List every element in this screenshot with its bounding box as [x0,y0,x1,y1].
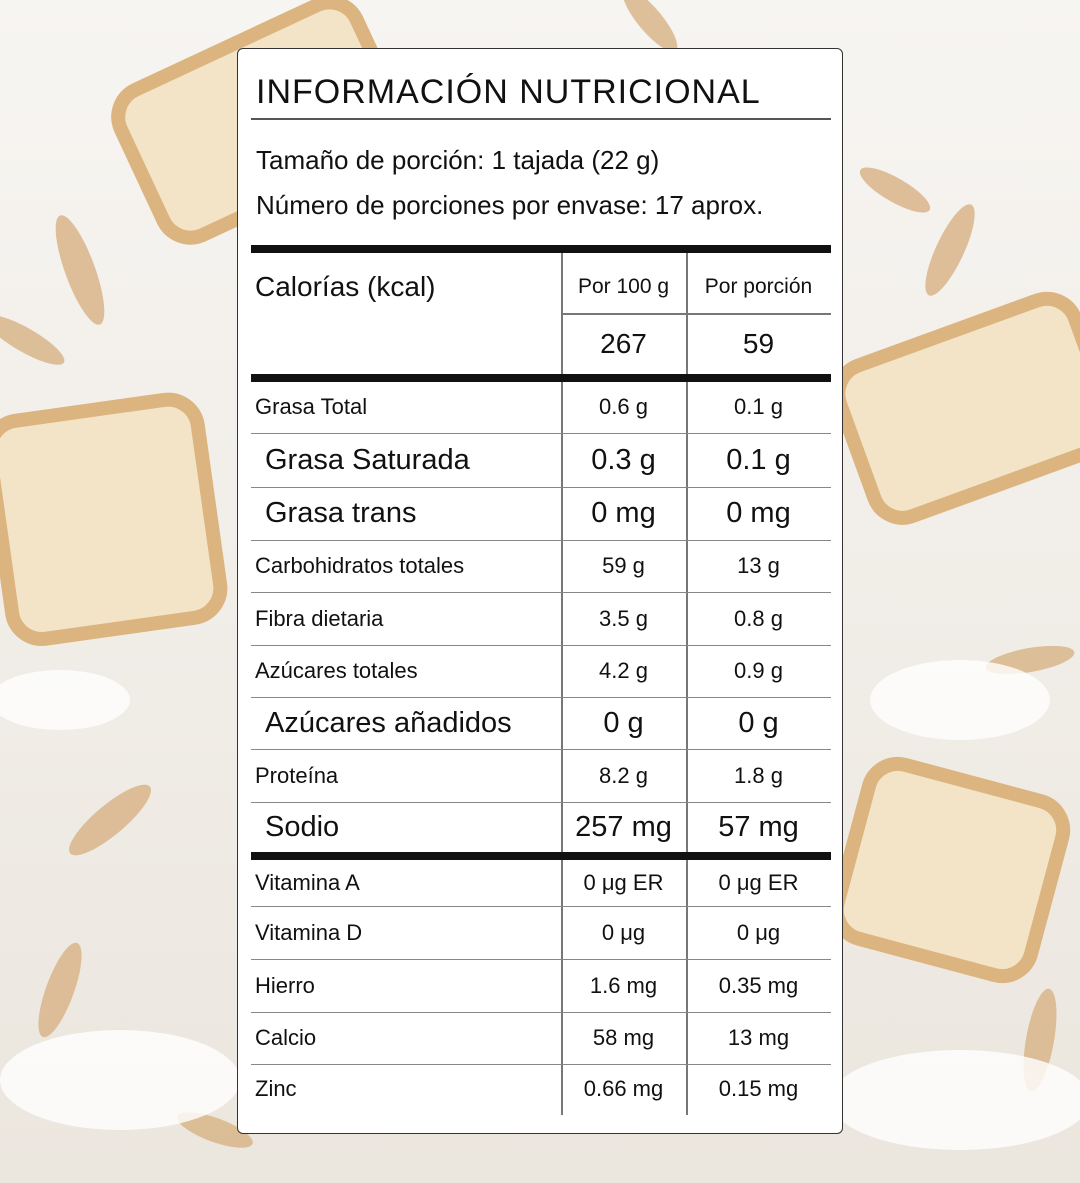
table-row: Calcio 58 mg 13 mg [251,1013,831,1065]
value-cell: 0 mg [726,497,791,530]
column-divider [686,253,688,1115]
column-header: Por porción [704,275,813,298]
nutrient-name: Vitamina A [255,869,360,895]
rule [251,118,831,120]
value-cell: 0.1 g [726,443,791,476]
nutrient-name: Azúcares totales [255,658,418,684]
nutrient-name: Grasa Saturada [265,443,470,476]
rule [561,313,831,315]
nutrient-name: Carbohidratos totales [255,553,465,579]
value-cell: 0.35 mg [718,972,799,998]
table-row: Zinc 0.66 mg 0.15 mg [251,1065,831,1114]
value-cell: 0.3 g [591,443,656,476]
table-row: Grasa trans 0 mg 0 mg [251,488,831,541]
nutrient-name: Zinc [255,1076,297,1102]
value-cell: 0.66 mg [583,1076,664,1102]
column-header: Por 100 g [577,275,670,298]
thick-bar [251,852,831,860]
table-row: Grasa Saturada 0.3 g 0.1 g [251,434,831,488]
value-cell: 0.1 g [734,394,783,420]
nutrition-card: INFORMACIÓN NUTRICIONAL Tamaño de porció… [237,48,843,1134]
nutrient-name: Hierro [255,972,315,998]
table-row: Hierro 1.6 mg 0.35 mg [251,960,831,1013]
nutrient-name: Calcio [255,1025,317,1051]
table-row: Vitamina A 0 μg ER 0 μg ER [251,860,831,907]
table-row: Azúcares totales 4.2 g 0.9 g [251,646,831,698]
thick-bar [251,245,831,253]
value-cell: 0.9 g [734,658,783,684]
nutrient-name: Azúcares añadidos [265,706,512,739]
table-row: Azúcares añadidos 0 g 0 g [251,698,831,750]
value-cell: 3.5 g [599,605,648,631]
nutrient-name: Proteína [255,762,339,788]
value-cell: 8.2 g [599,762,648,788]
value-cell: 0.6 g [599,394,648,420]
table-row: Proteína 8.2 g 1.8 g [251,750,831,803]
title: INFORMACIÓN NUTRICIONAL [256,73,761,111]
table-row: Fibra dietaria 3.5 g 0.8 g [251,593,831,646]
value-cell: 57 mg [718,810,799,843]
value-cell: 1.6 mg [589,972,658,998]
value-cell: 0 μg [736,919,781,945]
nutrient-name: Grasa Total [255,394,368,420]
servings-per-container: Número de porciones por envase: 17 aprox… [256,190,764,220]
nutrient-name: Sodio [265,810,340,843]
value-cell: 0 mg [591,497,656,530]
value-cell: 1.8 g [734,762,783,788]
value-cell: 58 mg [592,1025,655,1051]
table-row: Grasa Total 0.6 g 0.1 g [251,382,831,434]
value-cell: 0 g [603,706,644,739]
calories-label: Calorías (kcal) [255,271,436,302]
value-cell: 0 μg ER [718,869,799,895]
serving-size: Tamaño de porción: 1 tajada (22 g) [256,145,660,175]
value-cell: 0.15 mg [718,1076,799,1102]
value-cell: 4.2 g [599,658,648,684]
nutrient-name: Fibra dietaria [255,605,384,631]
value-cell: 257 mg [575,810,672,843]
value-cell: 0 g [738,706,779,739]
value-cell: 13 g [737,553,780,579]
value-cell: 59 g [602,553,645,579]
nutrient-name: Grasa trans [265,497,417,530]
value-cell: 0.8 g [734,605,783,631]
column-divider [561,253,563,1115]
value-cell: 13 mg [727,1025,790,1051]
nutrient-name: Vitamina D [255,919,363,945]
thick-bar [251,374,831,382]
calories-value: 267 [600,328,647,359]
table-row: Sodio 257 mg 57 mg [251,803,831,852]
calories-value: 59 [742,328,775,359]
table-row: Carbohidratos totales 59 g 13 g [251,541,831,593]
value-cell: 0 μg ER [583,869,664,895]
table-row: Vitamina D 0 μg 0 μg [251,907,831,960]
value-cell: 0 μg [601,919,646,945]
